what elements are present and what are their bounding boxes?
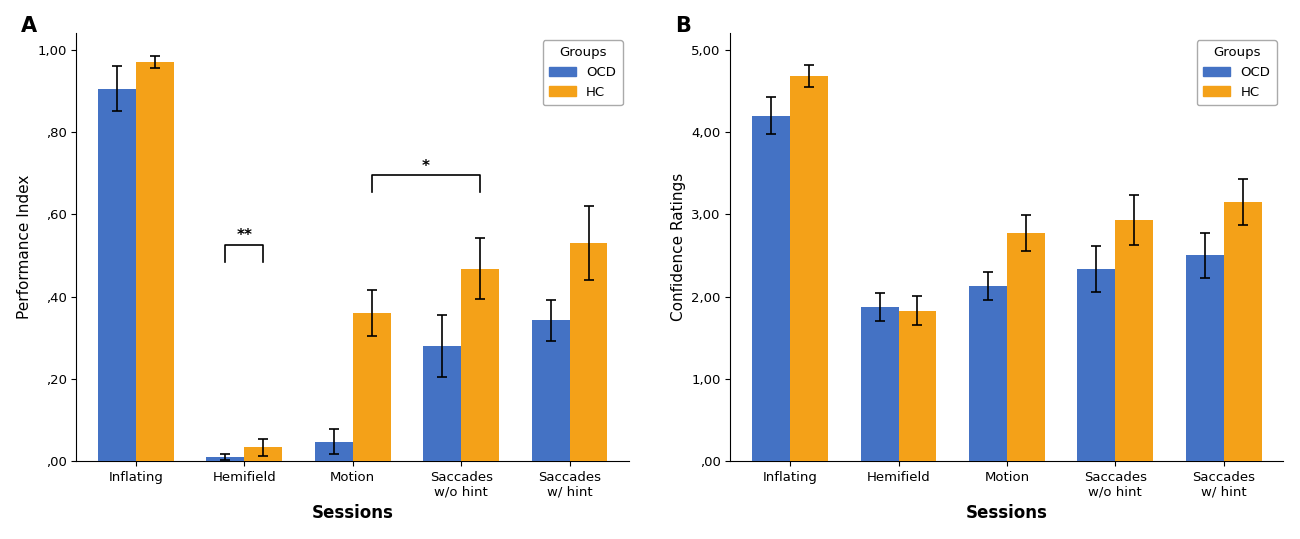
Bar bbox=[462, 268, 499, 461]
Bar bbox=[98, 89, 136, 461]
Bar bbox=[424, 346, 462, 461]
Bar bbox=[1186, 255, 1223, 461]
Bar bbox=[244, 447, 282, 461]
Bar bbox=[968, 286, 1008, 461]
Text: *: * bbox=[422, 158, 430, 174]
X-axis label: Sessions: Sessions bbox=[312, 505, 394, 522]
Bar bbox=[569, 243, 607, 461]
Text: B: B bbox=[675, 16, 692, 36]
Bar bbox=[898, 310, 936, 461]
Y-axis label: Performance Index: Performance Index bbox=[17, 175, 31, 319]
Bar bbox=[861, 307, 898, 461]
Bar bbox=[352, 313, 391, 461]
Y-axis label: Confidence Ratings: Confidence Ratings bbox=[671, 173, 686, 321]
Bar bbox=[790, 76, 828, 461]
Bar bbox=[315, 442, 352, 461]
Legend: OCD, HC: OCD, HC bbox=[542, 40, 623, 105]
Bar bbox=[532, 320, 569, 461]
X-axis label: Sessions: Sessions bbox=[966, 505, 1048, 522]
Bar bbox=[1078, 270, 1115, 461]
Bar bbox=[136, 62, 174, 461]
Text: A: A bbox=[21, 16, 38, 36]
Bar bbox=[1008, 233, 1045, 461]
Bar bbox=[1115, 220, 1153, 461]
Bar bbox=[207, 457, 244, 461]
Bar bbox=[753, 115, 790, 461]
Bar bbox=[1223, 202, 1262, 461]
Text: **: ** bbox=[237, 229, 252, 244]
Legend: OCD, HC: OCD, HC bbox=[1197, 40, 1277, 105]
